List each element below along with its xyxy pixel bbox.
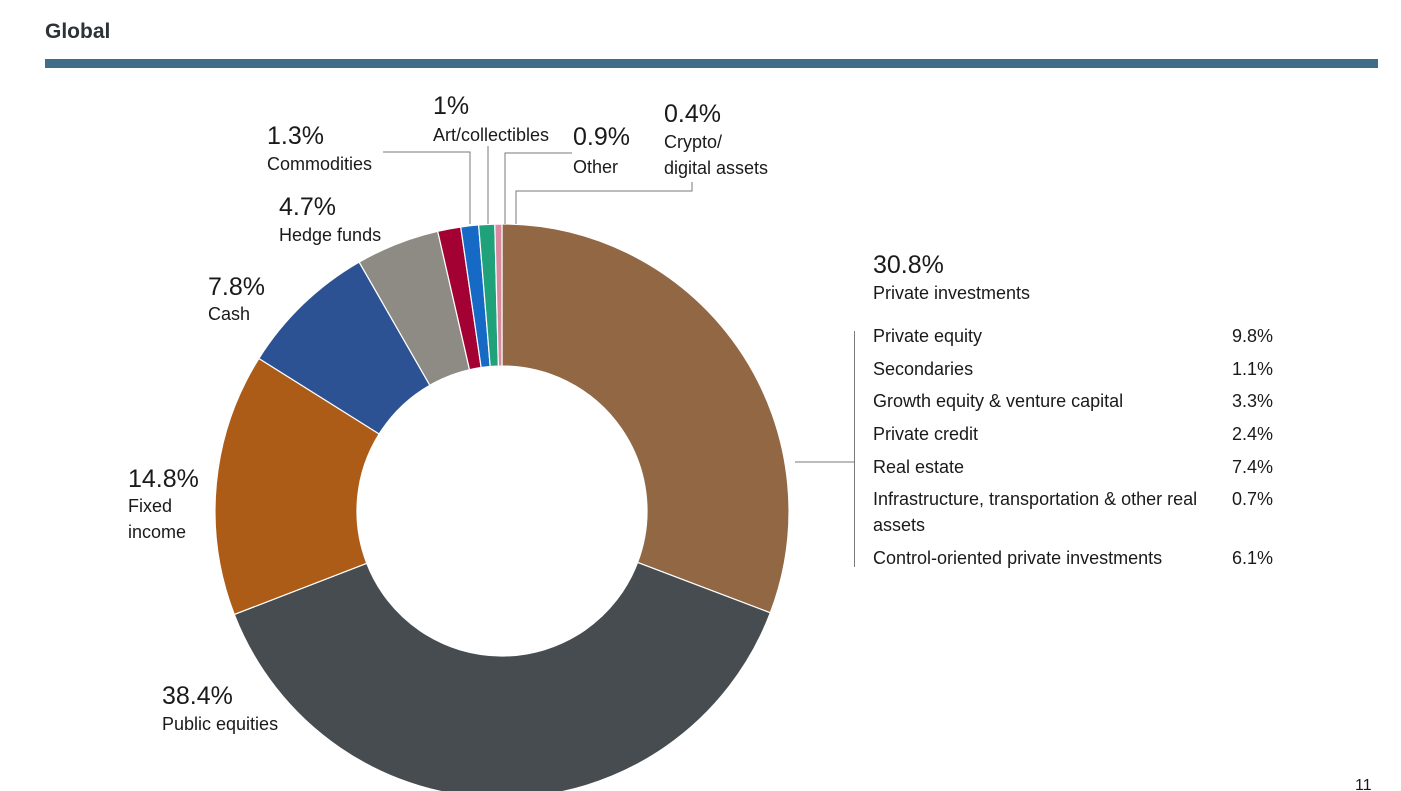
leader-lines	[383, 146, 854, 463]
breakdown-item-value: 7.4%	[1231, 456, 1273, 477]
breakdown-item-value: 6.1%	[1231, 548, 1273, 569]
slice-public-equities	[233, 561, 772, 791]
slice-pct-label-cash: 7.8%	[208, 273, 265, 301]
leader-line-commodities	[383, 151, 471, 224]
slice-name-label-crypto-line1: Crypto/	[664, 132, 722, 152]
breakdown-item-name: Control-oriented private investments	[873, 548, 1163, 569]
slice-crypto-digital-assets	[494, 223, 503, 367]
slice-name-label-private-investments: Private investments	[873, 283, 1030, 303]
breakdown-item-value: 9.8%	[1231, 326, 1273, 346]
breakdown-item-name: Growth equity & venture capital	[873, 391, 1124, 412]
slice-private-investments	[501, 223, 790, 614]
slice-pct-label-public-equities: 38.4%	[162, 682, 233, 710]
title-rule	[45, 59, 1378, 68]
breakdown-item-value: 2.4%	[1231, 424, 1273, 445]
private-investments-breakdown: Private equity 9.8% Secondaries 1.1% Gro…	[873, 323, 1273, 578]
slice-pct-label-hedge-funds: 4.7%	[279, 193, 336, 221]
breakdown-row: Infrastructure, transportation & other r…	[873, 486, 1273, 538]
breakdown-item-name: Private equity	[873, 326, 983, 346]
slice-name-label-cash: Cash	[208, 304, 250, 324]
breakdown-row: Growth equity & venture capital 3.3%	[873, 388, 1273, 414]
slice-name-label-crypto-line2: digital assets	[664, 158, 768, 178]
slice-pct-label-commodities: 1.3%	[267, 122, 324, 150]
donut-slices	[214, 223, 790, 791]
slice-fixed-income	[214, 357, 380, 616]
slice-name-label-public-equities: Public equities	[162, 714, 278, 734]
breakdown-row: Private credit 2.4%	[873, 421, 1273, 447]
slice-pct-label-fixed-income: 14.8%	[128, 465, 199, 493]
slice-pct-label-other: 0.9%	[573, 123, 630, 151]
breakdown-item-value: 1.1%	[1231, 358, 1273, 379]
breakdown-bracket	[854, 331, 855, 567]
breakdown-item-name: Real estate	[873, 456, 965, 477]
page-title: Global	[45, 20, 111, 43]
slice-name-label-fixed-income-line2: income	[128, 522, 186, 542]
breakdown-item-value: 0.7%	[1231, 489, 1273, 510]
slice-name-label-commodities: Commodities	[267, 154, 372, 174]
leader-line-crypto	[515, 182, 693, 224]
slice-name-label-fixed-income-line1: Fixed	[128, 496, 172, 516]
slice-pct-label-art-collectibles: 1%	[433, 92, 469, 120]
breakdown-item-value: 3.3%	[1231, 391, 1273, 412]
breakdown-item-name: Secondaries	[873, 358, 974, 379]
breakdown-item-name: Infrastructure, transportation & other r…	[873, 489, 1198, 536]
breakdown-item-name: Private credit	[873, 424, 979, 445]
leader-line-other	[504, 152, 572, 224]
slice-pct-label-private-investments: 30.8%	[873, 251, 944, 279]
slice-pct-label-crypto: 0.4%	[664, 100, 721, 128]
breakdown-row: Secondaries 1.1%	[873, 356, 1273, 382]
slice-labels: 30.8% Private investments 38.4% Public e…	[128, 92, 1030, 734]
breakdown-row: Real estate 7.4%	[873, 454, 1273, 480]
slice-name-label-hedge-funds: Hedge funds	[279, 225, 381, 245]
breakdown-row: Control-oriented private investments 6.1…	[873, 545, 1273, 571]
breakdown-row: Private equity 9.8%	[873, 323, 1273, 349]
slice-name-label-art-collectibles: Art/collectibles	[433, 125, 549, 145]
slice-name-label-other: Other	[573, 157, 618, 177]
page-number: 11	[1355, 777, 1372, 791]
